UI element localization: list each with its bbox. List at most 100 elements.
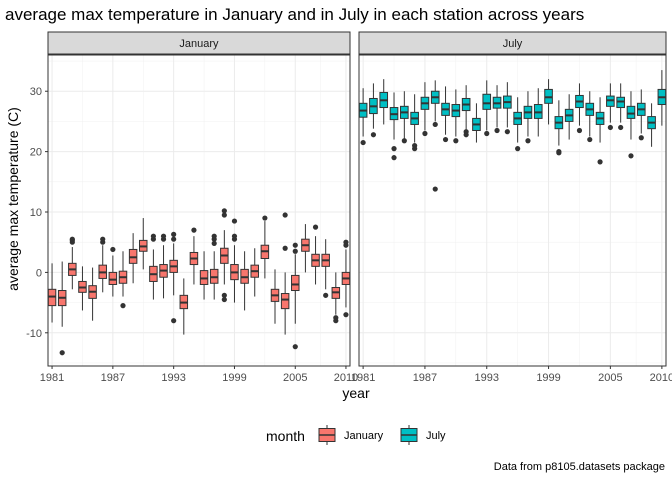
- outlier-point: [171, 236, 177, 242]
- outlier-point: [515, 146, 521, 152]
- box-july-1984: [389, 92, 399, 161]
- outlier-point: [312, 224, 319, 230]
- box-january-1986: [98, 236, 107, 293]
- box-iqr: [291, 274, 300, 292]
- box-july-1994: [492, 85, 502, 134]
- legend-label: July: [426, 430, 446, 442]
- facet-panels: January 1981 1987 1993 1999 2005 2010 -10 0 10 20 3…: [26, 31, 672, 384]
- outlier-point: [292, 242, 298, 248]
- x-tick-label: 1987: [413, 372, 437, 384]
- outlier-point: [587, 136, 593, 143]
- box-january-2002: [260, 215, 270, 279]
- outlier-point: [160, 233, 167, 239]
- box-january-2000: [240, 251, 249, 311]
- outlier-point: [221, 296, 227, 303]
- box-january-1982: [57, 261, 67, 356]
- outlier-point: [556, 150, 562, 156]
- outlier-point: [221, 208, 227, 214]
- outlier-point: [69, 236, 75, 242]
- x-axis-title: year: [342, 385, 370, 401]
- box-july-1990: [451, 89, 461, 144]
- panel-border: [358, 54, 667, 367]
- outlier-point: [343, 239, 349, 245]
- box-iqr: [482, 93, 492, 110]
- outlier-point: [120, 303, 126, 309]
- legend-label: January: [344, 430, 384, 442]
- box-january-1998: [220, 208, 229, 303]
- box-july-2010: [657, 70, 667, 126]
- outlier-point: [191, 227, 197, 233]
- box-january-1994: [179, 278, 189, 335]
- chart-title: average max temperature in January and i…: [5, 5, 584, 24]
- y-tick-label: 20: [30, 147, 42, 159]
- box-july-2007: [626, 91, 636, 159]
- panel-background: [359, 55, 666, 366]
- outlier-point: [401, 138, 407, 144]
- legend-title: month: [266, 428, 305, 444]
- outlier-point: [100, 236, 106, 242]
- box-july-1989: [441, 86, 450, 143]
- outlier-point: [432, 121, 438, 128]
- outlier-point: [597, 159, 603, 165]
- y-tick-label: -10: [26, 328, 42, 340]
- outlier-point: [59, 350, 65, 356]
- box-july-1985: [400, 91, 409, 144]
- legend-key-july: July: [398, 424, 446, 446]
- box-january-2006: [301, 224, 310, 273]
- box-january-1984: [78, 266, 87, 311]
- y-tick-label: 0: [36, 267, 42, 279]
- box-july-1982: [369, 83, 378, 138]
- box-january-1999: [230, 218, 239, 303]
- outlier-point: [607, 124, 613, 131]
- outlier-point: [370, 132, 377, 138]
- x-tick-label: 1999: [222, 372, 246, 384]
- box-july-1986: [410, 94, 419, 152]
- box-january-1995: [189, 227, 199, 285]
- outlier-point: [638, 135, 644, 141]
- outlier-point: [463, 129, 469, 135]
- outlier-point: [484, 130, 490, 137]
- box-july-1992: [472, 103, 481, 143]
- outlier-point: [262, 215, 268, 221]
- outlier-point: [412, 146, 418, 152]
- outlier-point: [221, 292, 227, 298]
- box-january-2010: [341, 239, 351, 318]
- box-january-2009: [331, 272, 341, 324]
- y-tick-label: 30: [30, 86, 42, 98]
- caption: Data from p8105.datasets package: [494, 461, 665, 473]
- facet-panel-july: July 1981 1987 1993 1999 2005 2010: [351, 31, 672, 384]
- box-january-1987: [108, 246, 118, 297]
- outlier-point: [292, 344, 298, 350]
- facet-strip-label: January: [179, 38, 219, 50]
- outlier-point: [504, 129, 510, 135]
- facet-strip: [47, 31, 351, 55]
- x-tick-label: 1993: [161, 372, 185, 384]
- box-january-2004: [280, 212, 290, 335]
- outlier-point: [231, 233, 238, 239]
- outlier-point: [391, 155, 397, 161]
- outlier-point: [292, 248, 298, 254]
- outlier-point: [231, 218, 238, 224]
- box-january-2001: [250, 248, 259, 297]
- x-tick-label: 1981: [40, 372, 64, 384]
- box-july-2006: [616, 83, 625, 131]
- x-tick-label: 1993: [475, 372, 499, 384]
- box-july-2000: [554, 100, 564, 156]
- box-january-1990: [139, 218, 148, 270]
- outlier-point: [576, 127, 583, 134]
- box-july-2004: [595, 97, 605, 165]
- outlier-point: [171, 231, 177, 237]
- box-iqr: [626, 105, 636, 119]
- legend: month January July: [266, 424, 446, 446]
- outlier-point: [282, 245, 288, 251]
- x-tick-label: 2005: [598, 372, 622, 384]
- box-july-1987: [420, 82, 430, 137]
- outlier-point: [221, 212, 227, 218]
- box-january-1988: [118, 251, 128, 309]
- box-july-1996: [513, 97, 522, 152]
- box-july-1999: [544, 79, 553, 125]
- panel-background: [48, 55, 350, 366]
- box-july-1993: [482, 80, 492, 137]
- box-january-2008: [321, 239, 330, 298]
